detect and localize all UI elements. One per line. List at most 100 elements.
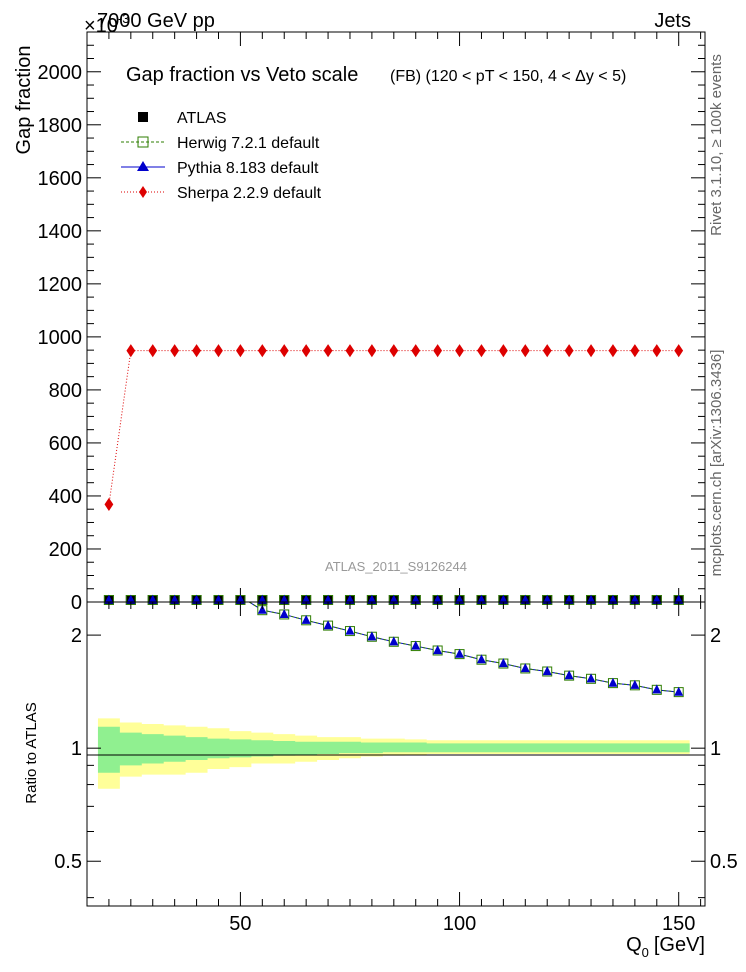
header-right: Jets <box>654 10 691 32</box>
sherpa-point <box>126 344 136 358</box>
legend-pythia-marker <box>137 161 149 171</box>
main-ytick-label: 800 <box>49 380 82 402</box>
pythia-point <box>476 594 486 604</box>
ratio-ylabel: Ratio to ATLAS <box>23 702 40 803</box>
sherpa-point <box>520 344 530 358</box>
sherpa-point <box>542 344 552 358</box>
pythia-ratio-point <box>345 625 355 635</box>
main-ytick-label: 400 <box>49 486 82 508</box>
sherpa-point <box>345 344 355 358</box>
pythia-point <box>345 594 355 604</box>
pythia-ratio-point <box>608 677 618 687</box>
main-panel: 0 200 400 600 800 1000 1200 1400 1600 1800 2000 Ga… <box>38 31 706 614</box>
pythia-ratio-point <box>433 645 443 655</box>
ratio-band-outer <box>97 718 690 789</box>
plot-subtitle: (FB) (120 < pT < 150, 4 < Δy < 5) <box>390 68 626 85</box>
main-ytick-label: 1800 <box>38 115 83 137</box>
sherpa-point <box>674 344 684 358</box>
pythia-ratio-point <box>257 604 267 614</box>
pythia-ratio-point <box>564 670 574 680</box>
analysis-label: ATLAS_2011_S9126244 <box>325 559 467 574</box>
exponent-power: -3 <box>118 11 130 26</box>
rivet-label: Rivet 3.1.10, ≥ 100k events <box>708 54 725 236</box>
legend-atlas-label: ATLAS <box>177 110 227 127</box>
sherpa-point <box>104 497 114 512</box>
main-ytick-label: 2000 <box>38 62 83 84</box>
ratio-ytick-label-right: 0.5 <box>710 851 738 873</box>
pythia-ratio-point <box>498 658 508 668</box>
legend-entry-pythia: Pythia 8.183 default <box>121 160 319 177</box>
pythia-point <box>433 594 443 604</box>
exponent-base: ×10 <box>84 15 118 37</box>
pythia-point <box>674 594 684 604</box>
pythia-point <box>235 594 245 604</box>
sherpa-point <box>630 344 640 358</box>
pythia-ratio-point <box>652 684 662 694</box>
ratio-band-inner <box>97 726 690 773</box>
legend-entry-herwig: Herwig 7.2.1 default <box>121 135 320 152</box>
sherpa-point <box>411 344 421 358</box>
legend-herwig-label: Herwig 7.2.1 default <box>177 135 320 152</box>
pythia-point <box>126 594 136 604</box>
legend-entry-sherpa: Sherpa 2.2.9 default <box>121 185 322 202</box>
sherpa-point <box>148 344 158 358</box>
pythia-ratio-point <box>476 654 486 664</box>
ratio-ytick-label-left: 1 <box>71 738 82 760</box>
x-axis-label: Q0 [GeV] <box>626 934 705 960</box>
pythia-point <box>498 594 508 604</box>
pythia-point <box>170 594 180 604</box>
ratio-ytick-label-left: 0.5 <box>54 851 82 873</box>
pythia-point <box>389 594 399 604</box>
pythia-point <box>192 594 202 604</box>
sherpa-point <box>214 344 223 358</box>
legend: ATLAS Herwig 7.2.1 default Pythia 8.183 … <box>121 110 322 202</box>
ratio-uncertainty-bands <box>97 718 690 789</box>
sherpa-point <box>257 344 267 358</box>
pythia-point <box>586 594 596 604</box>
pythia-ratio-point <box>674 686 684 696</box>
ratio-xtick-label: 150 <box>662 913 695 935</box>
legend-entry-atlas: ATLAS <box>138 110 227 127</box>
sherpa-point <box>170 344 180 358</box>
pythia-ratio-point <box>323 620 333 630</box>
ratio-x-ticks: 50 100 150 <box>108 602 702 935</box>
main-y-ticks: 0 200 400 600 800 1000 1200 1400 1600 1800 2000 <box>38 31 705 614</box>
ratio-series <box>248 601 684 698</box>
plot-title: Gap fraction vs Veto scale <box>126 64 358 86</box>
ratio-xtick-label: 100 <box>443 913 476 935</box>
pythia-ratio-point <box>389 636 399 646</box>
pythia-ratio-point <box>520 663 530 673</box>
x-axis-label-sub: 0 <box>642 945 649 960</box>
pythia-point <box>542 594 552 604</box>
x-axis-label-unit: [GeV] <box>654 934 705 956</box>
sherpa-point <box>564 344 574 358</box>
main-ytick-label: 1200 <box>38 274 83 296</box>
sherpa-point <box>389 344 399 358</box>
main-series <box>103 344 684 605</box>
main-ytick-label: 200 <box>49 539 82 561</box>
ratio-ytick-label-right: 2 <box>710 625 721 647</box>
sherpa-line <box>108 350 679 505</box>
legend-atlas-marker <box>138 112 148 122</box>
sherpa-point <box>455 344 464 358</box>
ratio-y-ticks: 0.5 0.5 1 1 2 2 <box>54 625 738 899</box>
pythia-point <box>301 594 311 604</box>
pythia-ratio-point <box>542 666 552 676</box>
main-ytick-label: 0 <box>71 592 82 614</box>
pythia-point <box>148 594 158 604</box>
sherpa-point <box>279 344 289 358</box>
pythia-point <box>257 594 267 604</box>
legend-sherpa-label: Sherpa 2.2.9 default <box>177 185 322 202</box>
mcplots-label: mcplots.cern.ch [arXiv:1306.3436] <box>708 350 725 577</box>
x-axis-label-q: Q <box>626 934 642 956</box>
sherpa-point <box>192 344 201 358</box>
sherpa-point <box>652 344 662 358</box>
pythia-point <box>520 594 530 604</box>
ratio-ytick-label-right: 1 <box>710 738 721 760</box>
pythia-ratio-point <box>630 679 640 689</box>
main-ytick-label: 1400 <box>38 221 83 243</box>
main-ylabel: Gap fraction <box>13 46 35 155</box>
pythia-point <box>608 594 618 604</box>
pythia-point <box>323 594 333 604</box>
